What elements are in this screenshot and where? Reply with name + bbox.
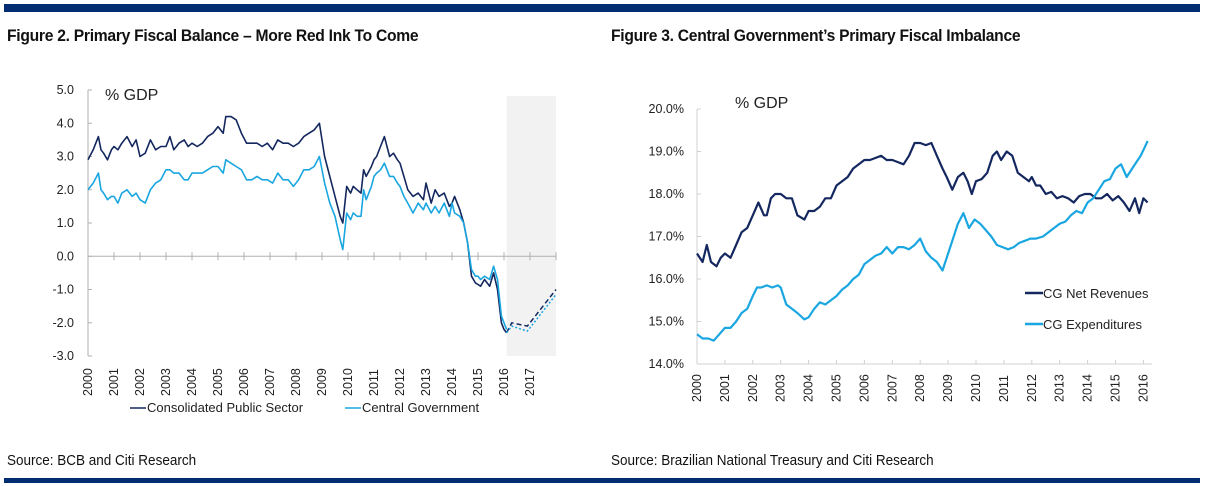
y-tick-label: -1.0 <box>52 283 74 297</box>
figure-2-title: Figure 2. Primary Fiscal Balance – More … <box>7 26 419 45</box>
x-tick-label: 2010 <box>969 374 983 402</box>
x-tick-label: 2006 <box>237 368 251 396</box>
y-tick-label: 18.0% <box>649 187 684 201</box>
x-tick-label: 2004 <box>185 368 199 396</box>
x-tick-label: 2014 <box>445 368 459 396</box>
x-tick-label: 2015 <box>471 368 485 396</box>
x-tick-label: 2008 <box>289 368 303 396</box>
x-tick-label: 2011 <box>997 375 1011 402</box>
figure-3-title: Figure 3. Central Government’s Primary F… <box>611 26 1021 45</box>
x-tick-label: 2007 <box>263 368 277 396</box>
y-tick-label: -2.0 <box>52 316 74 330</box>
unit-label: % GDP <box>735 95 788 112</box>
figure-2-source: Source: BCB and Citi Research <box>7 452 197 469</box>
figure-3-source: Source: Brazilian National Treasury and … <box>611 452 934 469</box>
x-tick-label: 2015 <box>1109 374 1123 402</box>
x-tick-label: 2016 <box>497 368 511 396</box>
x-tick-label: 2003 <box>774 374 788 402</box>
y-tick-label: 20.0% <box>649 102 684 116</box>
series-line-central-government <box>87 155 508 330</box>
x-tick-label: 2005 <box>830 374 844 402</box>
x-tick-label: 2014 <box>1081 374 1095 402</box>
x-tick-label: 2013 <box>1053 374 1067 402</box>
series-line-cg-expenditures <box>696 140 1149 342</box>
x-tick-label: 2004 <box>802 374 816 402</box>
x-tick-label: 2008 <box>913 374 927 402</box>
bottom-rule <box>4 478 1200 483</box>
x-tick-label: 2009 <box>315 368 329 396</box>
x-tick-label: 2006 <box>857 374 871 402</box>
x-tick-label: 2013 <box>419 368 433 396</box>
series-line-consolidated-public-sector-forecast- <box>505 289 557 334</box>
y-tick-label: -3.0 <box>52 349 74 363</box>
legend-label-central: Central Government <box>362 400 479 415</box>
y-tick-label: 0.0 <box>57 249 74 263</box>
y-tick-label: 16.0% <box>649 272 684 286</box>
x-tick-label: 2000 <box>81 368 95 396</box>
legend-label-expenditures: CG Expenditures <box>1043 317 1142 332</box>
x-tick-label: 2003 <box>159 368 173 396</box>
forecast-shade <box>506 96 556 356</box>
series-line-cg-net-revenues <box>696 141 1149 268</box>
x-tick-label: 2002 <box>133 368 147 396</box>
x-tick-label: 2000 <box>690 374 704 402</box>
x-tick-label: 2001 <box>107 368 121 396</box>
y-tick-label: 15.0% <box>649 315 684 329</box>
x-tick-label: 2016 <box>1136 374 1150 402</box>
x-tick-label: 2009 <box>941 374 955 402</box>
x-tick-label: 2017 <box>523 368 537 396</box>
x-tick-label: 2002 <box>746 374 760 402</box>
y-tick-label: 3.0 <box>57 150 74 164</box>
y-tick-label: 14.0% <box>649 357 684 371</box>
series-line-central-government-forecast- <box>506 294 557 334</box>
figure-2-chart: 5.0 4.0 3.0 2.0 1.0 0.0 -1.0 -2.0 -3.0 2000 2001 20… <box>52 83 557 415</box>
figure-3-chart: 20.0% 19.0% 18.0% 17.0% 16.0% 15.0% 14.0% 2000 2… <box>649 95 1152 402</box>
x-tick-label: 2010 <box>341 368 355 396</box>
y-tick-label: 19.0% <box>649 145 684 159</box>
y-tick-label: 5.0 <box>57 83 74 97</box>
legend-label-revenues: CG Net Revenues <box>1043 286 1149 301</box>
y-tick-label: 2.0 <box>57 183 74 197</box>
y-tick-label: 4.0 <box>57 116 74 130</box>
x-tick-label: 2007 <box>885 374 899 402</box>
y-tick-label: 1.0 <box>57 216 74 230</box>
x-tick-label: 2012 <box>1025 374 1039 402</box>
x-tick-label: 2001 <box>718 374 732 402</box>
x-tick-label: 2011 <box>367 369 381 396</box>
y-tick-label: 17.0% <box>649 230 684 244</box>
unit-label: % GDP <box>105 87 158 104</box>
x-tick-label: 2005 <box>211 368 225 396</box>
x-tick-label: 2012 <box>393 368 407 396</box>
top-rule <box>4 4 1200 12</box>
legend-label-consolidated: Consolidated Public Sector <box>147 400 304 415</box>
series-line-consolidated-public-sector <box>87 115 508 334</box>
